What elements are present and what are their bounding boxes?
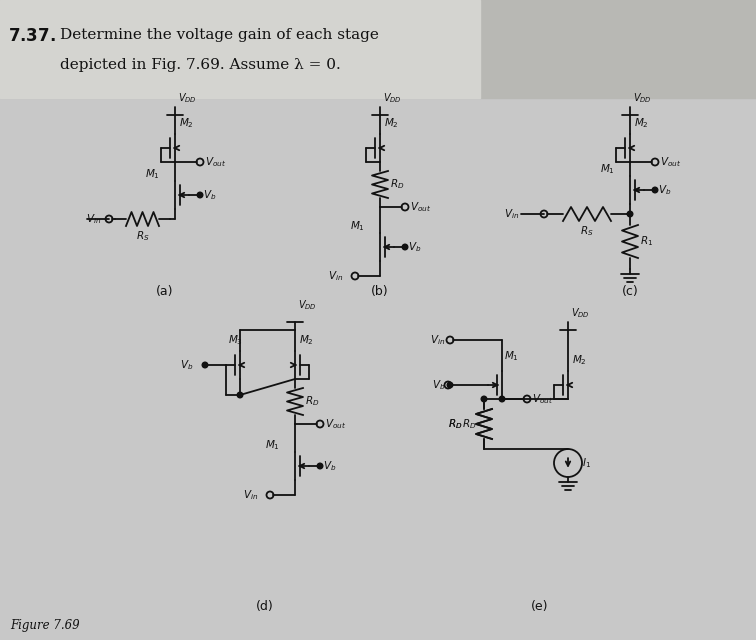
Text: $V_b$: $V_b$ (323, 459, 336, 473)
Text: Figure 7.69: Figure 7.69 (10, 619, 79, 632)
Text: $V_b$: $V_b$ (408, 240, 421, 254)
Text: (b): (b) (371, 285, 389, 298)
Text: $M_1$: $M_1$ (504, 349, 519, 363)
Text: $V_{out}$: $V_{out}$ (660, 155, 681, 169)
Text: $R_D$: $R_D$ (448, 417, 462, 431)
Text: $I_1$: $I_1$ (582, 456, 591, 470)
Bar (0, 0, 480, 98)
Circle shape (402, 244, 407, 250)
Text: depicted in Fig. 7.69. Assume λ = 0.: depicted in Fig. 7.69. Assume λ = 0. (60, 58, 341, 72)
Text: $M_2$: $M_2$ (299, 333, 314, 347)
Circle shape (448, 382, 453, 388)
Text: $M_2$: $M_2$ (634, 116, 649, 130)
Circle shape (318, 463, 323, 468)
Text: $M_2$: $M_2$ (179, 116, 194, 130)
Text: $V_{in}$: $V_{in}$ (243, 488, 259, 502)
Circle shape (499, 396, 505, 402)
Text: $V_b$: $V_b$ (658, 183, 671, 197)
Text: $R_D$: $R_D$ (448, 417, 462, 431)
Circle shape (627, 211, 633, 217)
Text: $M_1$: $M_1$ (600, 162, 615, 176)
Text: $V_{out}$: $V_{out}$ (205, 155, 226, 169)
Text: $M_3$: $M_3$ (228, 333, 243, 347)
Text: $M_1$: $M_1$ (350, 219, 365, 233)
Text: $V_{DD}$: $V_{DD}$ (633, 92, 652, 105)
Text: $V_{DD}$: $V_{DD}$ (383, 92, 401, 105)
Text: $R_S$: $R_S$ (580, 224, 593, 238)
Text: $V_b$: $V_b$ (180, 358, 194, 372)
Text: (d): (d) (256, 600, 274, 613)
Text: $V_{in}$: $V_{in}$ (86, 212, 101, 226)
Circle shape (202, 362, 208, 368)
Text: (e): (e) (531, 600, 549, 613)
Text: $M_1$: $M_1$ (145, 167, 160, 181)
Text: $R_D$: $R_D$ (390, 177, 404, 191)
Bar (0, 0, 756, 98)
Text: $R_D$: $R_D$ (305, 395, 320, 408)
Text: $V_b$: $V_b$ (203, 188, 216, 202)
Text: (a): (a) (156, 285, 174, 298)
Text: $V_{DD}$: $V_{DD}$ (178, 92, 197, 105)
Text: $\bf{7.37.}$: $\bf{7.37.}$ (8, 28, 56, 45)
Text: $V_{DD}$: $V_{DD}$ (571, 306, 590, 320)
Text: $M_2$: $M_2$ (572, 353, 587, 367)
Circle shape (652, 187, 658, 193)
Text: $R_D$: $R_D$ (462, 417, 476, 431)
Text: $M_1$: $M_1$ (265, 438, 280, 452)
Text: $V_{out}$: $V_{out}$ (325, 417, 346, 431)
Circle shape (237, 392, 243, 398)
Text: $M_2$: $M_2$ (384, 116, 399, 130)
Text: $V_{out}$: $V_{out}$ (532, 392, 553, 406)
Circle shape (197, 192, 203, 198)
Text: $R_1$: $R_1$ (640, 235, 653, 248)
Circle shape (482, 396, 487, 402)
Text: $V_{in}$: $V_{in}$ (328, 269, 343, 283)
Text: $V_{in}$: $V_{in}$ (503, 207, 519, 221)
Text: $V_b$: $V_b$ (432, 378, 445, 392)
Text: $V_{DD}$: $V_{DD}$ (298, 298, 317, 312)
Text: $R_S$: $R_S$ (136, 229, 149, 243)
Text: $V_{out}$: $V_{out}$ (410, 200, 431, 214)
Text: $V_{in}$: $V_{in}$ (429, 333, 445, 347)
Text: Determine the voltage gain of each stage: Determine the voltage gain of each stage (60, 28, 379, 42)
Text: (c): (c) (621, 285, 638, 298)
